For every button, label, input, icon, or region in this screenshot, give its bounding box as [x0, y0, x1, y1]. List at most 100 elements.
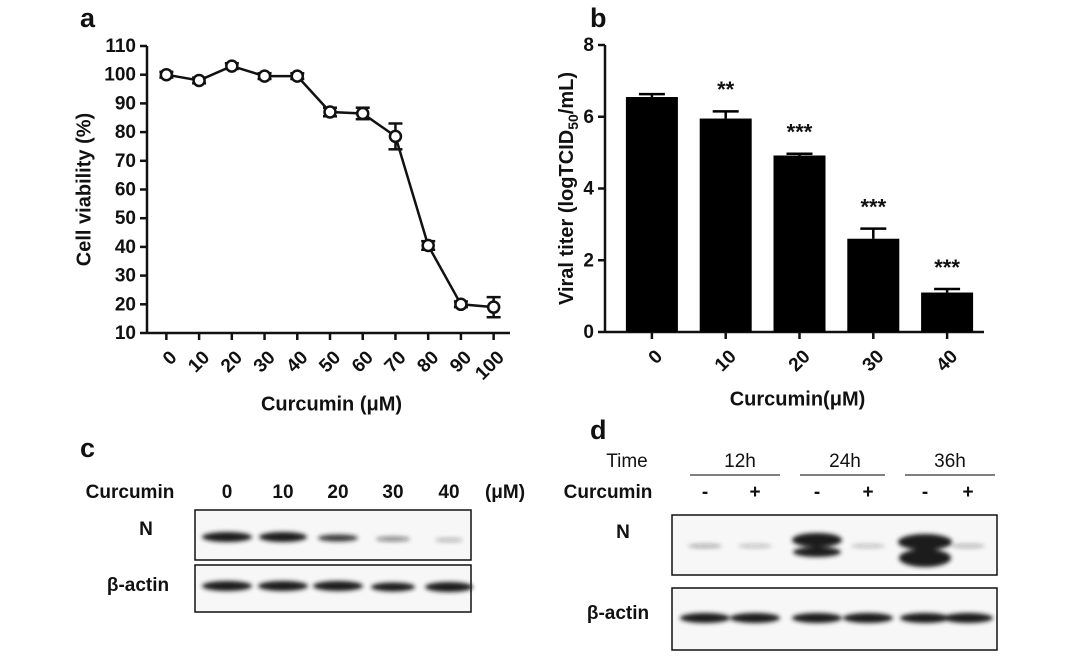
marker: [421, 238, 435, 253]
marker: [355, 106, 370, 121]
blot-d: d Time 12h 24h 36h Curcumin - + - + - + …: [564, 415, 998, 651]
band: [202, 532, 252, 542]
y-tick-label: 8: [583, 35, 594, 56]
y-tick-label: 40: [115, 237, 136, 258]
significance: ***: [860, 194, 886, 219]
x-tick-label: 70: [381, 347, 411, 377]
y-axis-label-part: Viral titer (logTCID: [556, 130, 578, 305]
x-tick-label: 50: [315, 347, 345, 377]
y-tick-label: 30: [115, 266, 136, 287]
marker: [225, 59, 239, 73]
sign: -: [814, 482, 820, 503]
y-tick-label: 6: [583, 107, 594, 128]
row-label: β-actin: [107, 575, 169, 596]
band: [425, 582, 473, 592]
panel-label: d: [590, 415, 607, 445]
treatment-label: Curcumin: [564, 482, 653, 503]
row-label: β-actin: [587, 603, 649, 624]
bar: [773, 155, 826, 332]
band: [943, 613, 993, 623]
lane-label: 0: [222, 482, 233, 503]
marker: [486, 300, 501, 314]
x-tick-label: 40: [283, 347, 313, 377]
line: [166, 64, 494, 309]
y-tick-label: 4: [583, 179, 594, 200]
row-label: N: [616, 522, 630, 543]
time-point: 12h: [724, 451, 756, 472]
marker: [192, 73, 206, 88]
bar: [921, 292, 974, 332]
error-bar: [638, 92, 665, 98]
band: [259, 532, 307, 542]
y-tick-label: 20: [115, 294, 136, 315]
sign: +: [749, 482, 760, 503]
error-bar: [712, 110, 739, 119]
band: [793, 547, 841, 557]
band: [313, 581, 363, 591]
y-tick-label: 70: [115, 151, 136, 172]
x-tick-label: 20: [217, 347, 247, 377]
marker: [388, 129, 403, 144]
x-tick-label: 90: [446, 347, 476, 377]
x-axis-label: Curcumin(μM): [730, 388, 866, 410]
y-tick-label: 10: [115, 323, 136, 344]
y-tick-label: 80: [115, 122, 136, 143]
y-tick-label: 90: [115, 93, 136, 114]
y-tick-label: 0: [583, 322, 594, 343]
band: [900, 613, 950, 623]
y-tick-label: 2: [583, 250, 594, 271]
marker: [323, 105, 337, 119]
significance: **: [717, 77, 735, 102]
time-point: 24h: [829, 451, 861, 472]
y-axis-label: Viral titer (logTCID50/mL): [556, 72, 580, 305]
lane-label: 30: [382, 482, 403, 503]
x-tick-label: 0: [645, 346, 667, 368]
bar: [699, 118, 752, 332]
treatment-label: Curcumin: [86, 482, 175, 503]
x-tick-label: 60: [348, 347, 378, 377]
error-bar: [860, 227, 887, 239]
band: [899, 549, 951, 567]
bands: [202, 532, 473, 592]
bands: [680, 533, 993, 623]
band: [738, 544, 772, 548]
y-tick-label: 60: [115, 180, 136, 201]
x-tick-label: 10: [711, 346, 741, 376]
band: [680, 613, 730, 623]
x-tick-label: 10: [184, 347, 214, 377]
lane-label: 20: [327, 482, 348, 503]
marker: [159, 67, 174, 82]
x-axis-label: Curcumin (μM): [261, 393, 402, 415]
sign: +: [862, 482, 873, 503]
x-tick-label: 100: [471, 347, 508, 384]
band: [688, 544, 722, 548]
panel-label: b: [590, 3, 607, 33]
band: [843, 613, 893, 623]
significance: ***: [934, 255, 960, 280]
time-point: 36h: [934, 451, 966, 472]
y-tick-label: 50: [115, 208, 136, 229]
significance: ***: [787, 120, 813, 145]
row-label: N: [139, 519, 153, 540]
y-axis-label: Cell viability (%): [73, 113, 95, 266]
error-bar: [934, 287, 961, 293]
bar: [847, 238, 900, 332]
time-label: Time: [606, 451, 648, 472]
x-tick-label: 20: [785, 346, 815, 376]
band: [376, 536, 410, 542]
band: [258, 581, 308, 591]
y-axis-label-part: /mL): [556, 72, 578, 114]
band: [202, 581, 252, 591]
x-tick-label: 80: [413, 347, 443, 377]
band: [951, 544, 985, 548]
marker: [290, 69, 305, 83]
marker: [257, 69, 272, 83]
band: [792, 533, 842, 547]
marker: [454, 297, 468, 312]
band: [730, 613, 780, 623]
sign: -: [702, 482, 708, 503]
lane-label: 10: [272, 482, 293, 503]
sign: +: [962, 482, 973, 503]
